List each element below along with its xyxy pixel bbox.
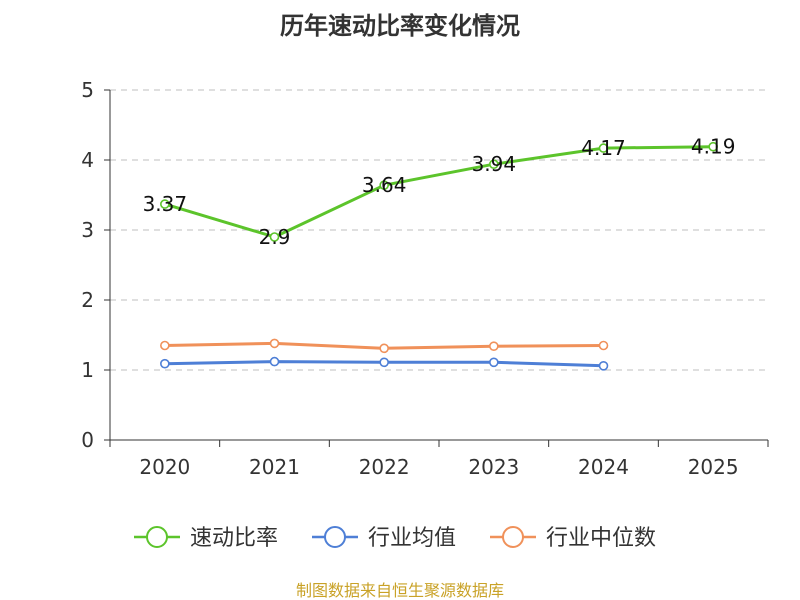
y-tick-label-5: 5 [81, 78, 94, 102]
y-tick-label-3: 3 [81, 218, 94, 242]
legend-item-1[interactable]: 行业均值 [312, 526, 456, 551]
x-tick-label-2020: 2020 [139, 455, 190, 479]
y-tick-label-2: 2 [81, 288, 94, 312]
data-label-0-3: 3.94 [472, 152, 517, 176]
data-point-0-2 [379, 180, 389, 190]
data-source-note: 制图数据来自恒生聚源数据库 [296, 581, 504, 600]
legend-item-0[interactable]: 速动比率 [134, 526, 278, 551]
data-point-0-4 [598, 143, 609, 153]
legend-label-0: 速动比率 [190, 526, 278, 551]
legend-marker-2 [502, 526, 524, 548]
data-point-1-2 [379, 357, 389, 368]
legend-marker-0 [146, 526, 168, 548]
data-labels: 3.37 2.9 3.64 3.94 4.17 4.19 [143, 135, 736, 249]
data-label-0-4: 4.17 [581, 136, 626, 160]
data-point-0-0 [160, 199, 170, 209]
x-tick-label-2024: 2024 [578, 455, 629, 479]
data-point-2-0 [160, 340, 170, 351]
data-point-1-0 [160, 358, 170, 369]
legend-item-2[interactable]: 行业中位数 [490, 526, 656, 551]
data-point-0-1 [269, 232, 280, 242]
data-point-2-2 [379, 343, 389, 354]
x-tick-label-2022: 2022 [359, 455, 410, 479]
data-point-1-4 [598, 360, 609, 371]
legend-label-1: 行业均值 [368, 526, 456, 551]
y-tick-label-1: 1 [81, 358, 94, 382]
data-point-0-3 [489, 159, 499, 169]
series-group [160, 141, 718, 371]
data-label-0-2: 3.64 [362, 173, 407, 197]
data-label-0-5: 4.19 [691, 135, 736, 159]
data-point-2-4 [598, 340, 609, 351]
axes: 0 1 2 3 4 5 2020 2021 2022 2023 2024 2025 [81, 78, 769, 479]
data-point-2-1 [269, 338, 280, 349]
data-point-2-3 [489, 341, 499, 352]
y-tick-label-4: 4 [81, 148, 94, 172]
x-tick-label-2021: 2021 [249, 455, 300, 479]
data-point-1-1 [269, 356, 280, 367]
data-label-0-0: 3.37 [143, 192, 188, 216]
x-tick-label-2025: 2025 [688, 455, 739, 479]
legend-marker-1 [324, 526, 346, 548]
chart-title: 历年速动比率变化情况 [280, 12, 520, 40]
series-line-0 [164, 145, 714, 239]
data-label-0-1: 2.9 [259, 225, 291, 249]
grid-lines [110, 89, 768, 371]
y-tick-label-0: 0 [81, 428, 94, 452]
legend[interactable]: 速动比率 行业均值 行业中位数 [134, 526, 656, 551]
x-tick-label-2023: 2023 [468, 455, 519, 479]
legend-label-2: 行业中位数 [546, 526, 656, 551]
data-point-1-3 [489, 357, 499, 368]
data-point-0-5 [708, 141, 718, 152]
